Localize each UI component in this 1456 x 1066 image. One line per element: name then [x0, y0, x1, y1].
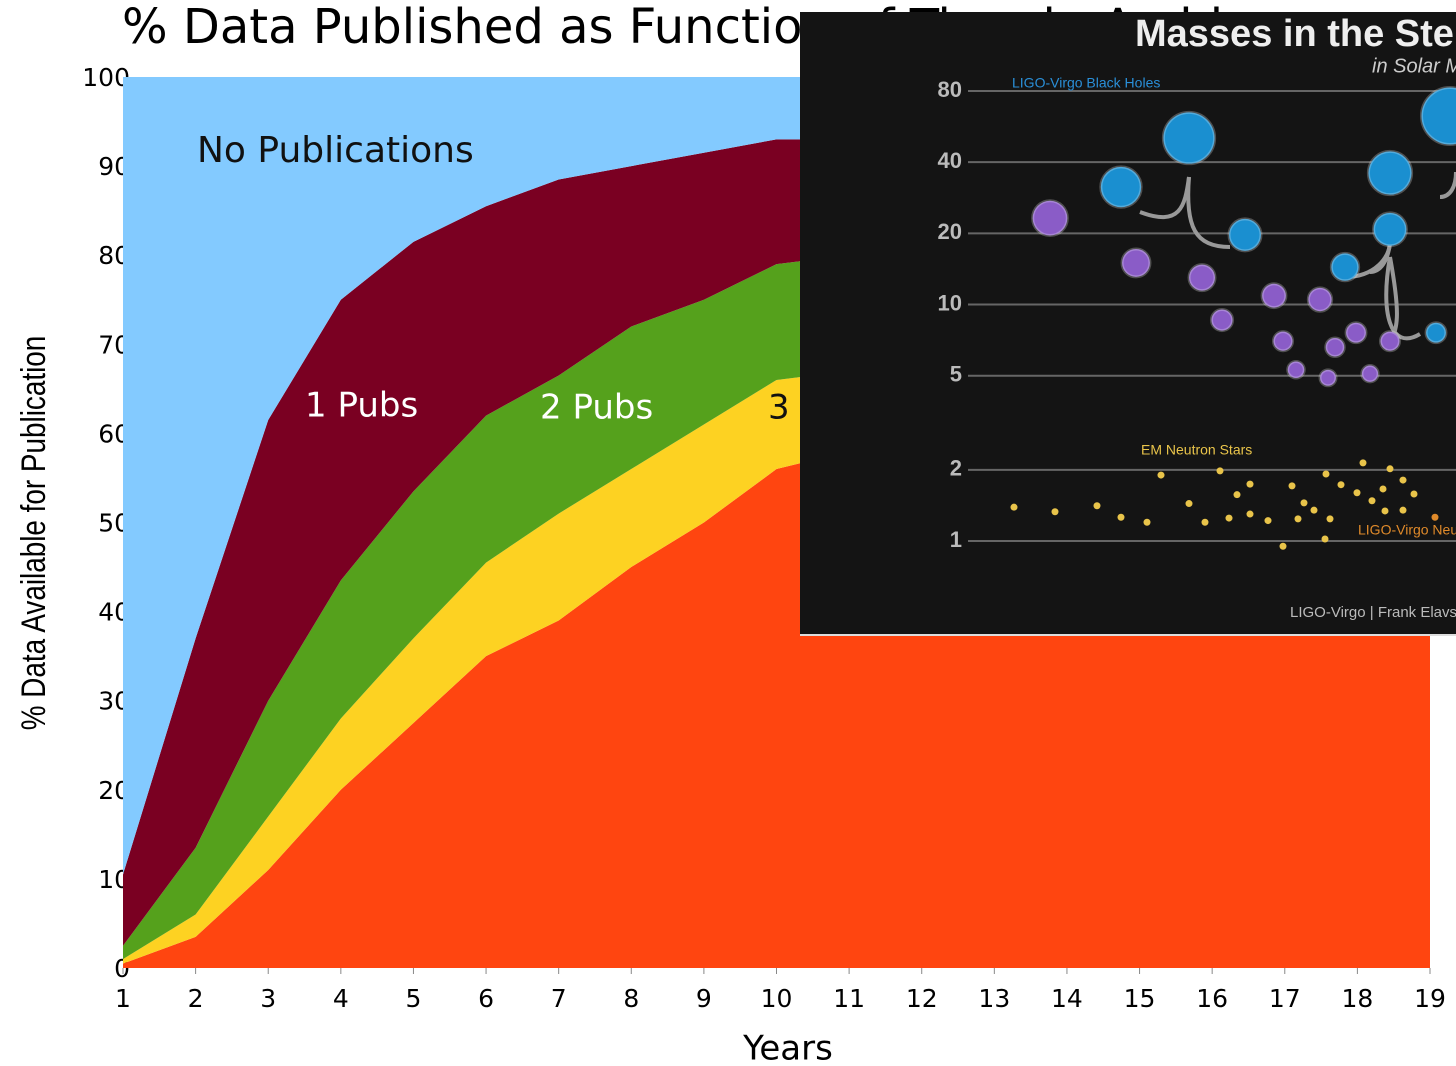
area-label: 3: [768, 388, 790, 428]
point: [1338, 481, 1345, 488]
arrow: [1188, 177, 1230, 247]
x-tick-label: 9: [696, 984, 712, 1013]
y-axis-title: % Data Available for Publication: [14, 336, 52, 731]
x-tick-label: 7: [551, 984, 567, 1013]
series-label: EM Neutron Stars: [1141, 442, 1252, 458]
y-tick-label: 1: [950, 527, 962, 552]
x-tick-label: 16: [1196, 984, 1228, 1013]
y-tick-label: 5: [950, 362, 962, 387]
point: [1411, 491, 1418, 498]
point: [1247, 511, 1254, 518]
point: [1382, 507, 1389, 514]
x-tick-label: 4: [333, 984, 349, 1013]
point: [1202, 519, 1209, 526]
point: [1226, 515, 1233, 522]
point: [1186, 500, 1193, 507]
point: [1346, 323, 1366, 343]
x-tick-label: 3: [260, 984, 276, 1013]
point: [1308, 288, 1331, 311]
y-tick-label: 40: [938, 148, 962, 173]
point: [1326, 338, 1344, 356]
point: [1247, 481, 1254, 488]
point: [1400, 507, 1407, 514]
y-tick-label: 100: [82, 63, 130, 92]
arrow: [1440, 172, 1456, 197]
page: % Data Published as Function of Time in …: [0, 0, 1456, 1066]
point: [1327, 515, 1334, 522]
area-label: No Publications: [197, 130, 474, 171]
point: [1280, 543, 1287, 550]
y-tick-label: 80: [938, 77, 962, 102]
x-tick-label: 17: [1269, 984, 1301, 1013]
point: [1265, 517, 1272, 524]
point: [1122, 249, 1150, 277]
point: [1094, 502, 1101, 509]
series-label: LIGO-Virgo Neutron Stars: [1358, 522, 1456, 538]
point: [1033, 201, 1068, 236]
inset-subtitle: in Solar Masses: [1372, 55, 1456, 77]
x-tick-label: 1: [115, 984, 131, 1013]
x-tick-label: 10: [761, 984, 793, 1013]
x-tick-label: 5: [405, 984, 421, 1013]
x-tick-label: 19: [1414, 984, 1446, 1013]
point: [1322, 535, 1329, 542]
point: [1432, 514, 1439, 521]
x-tick-label: 2: [188, 984, 204, 1013]
point: [1320, 370, 1336, 386]
point: [1362, 366, 1378, 382]
x-axis-title: Years: [742, 1029, 833, 1066]
x-tick-label: 11: [833, 984, 865, 1013]
point: [1052, 508, 1059, 515]
point: [1369, 497, 1376, 504]
inset-title: Masses in the Stellar Graveyard: [1135, 13, 1456, 55]
x-tick-label: 14: [1051, 984, 1083, 1013]
x-tick-label: 6: [478, 984, 494, 1013]
point: [1311, 507, 1318, 514]
merger-arrows: [1140, 172, 1456, 349]
point: [1374, 213, 1407, 246]
area-label: 2 Pubs: [540, 388, 653, 428]
point: [1234, 491, 1241, 498]
arrow: [1140, 177, 1189, 217]
y-tick-label: 20: [938, 219, 962, 244]
point: [1101, 167, 1141, 207]
x-tick-label: 12: [906, 984, 938, 1013]
point: [1368, 151, 1411, 194]
point: [1288, 361, 1305, 378]
point: [1289, 482, 1296, 489]
y-tick-label: 10: [938, 290, 962, 315]
point: [1421, 88, 1456, 145]
point: [1217, 467, 1224, 474]
x-tick-label: 8: [623, 984, 639, 1013]
x-tick-label: 15: [1124, 984, 1156, 1013]
series-label: LIGO-Virgo Black Holes: [1012, 75, 1160, 91]
point: [1331, 253, 1358, 280]
point: [1380, 485, 1387, 492]
point: [1273, 332, 1292, 351]
point: [1144, 519, 1151, 526]
credit: LIGO-Virgo | Frank Elavsky | Northwester…: [1290, 604, 1456, 621]
point: [1323, 471, 1330, 478]
y-tick-label: 2: [950, 456, 962, 481]
point: [1211, 309, 1232, 330]
point: [1400, 477, 1407, 484]
point: [1360, 459, 1367, 466]
point: [1229, 219, 1261, 251]
x-tick-label: 18: [1341, 984, 1373, 1013]
point: [1189, 265, 1215, 291]
point: [1011, 504, 1018, 511]
point: [1118, 514, 1125, 521]
point: [1380, 332, 1399, 351]
point: [1163, 112, 1214, 163]
point: [1262, 284, 1286, 308]
point: [1387, 465, 1394, 472]
point: [1301, 499, 1308, 506]
point: [1426, 323, 1446, 343]
x-tick-label: 13: [978, 984, 1010, 1013]
point: [1295, 515, 1302, 522]
area-label: 1 Pubs: [305, 386, 418, 426]
point: [1354, 489, 1361, 496]
point: [1158, 472, 1165, 479]
inset-chart: Masses in the Stellar Graveyard in Solar…: [800, 12, 1456, 636]
